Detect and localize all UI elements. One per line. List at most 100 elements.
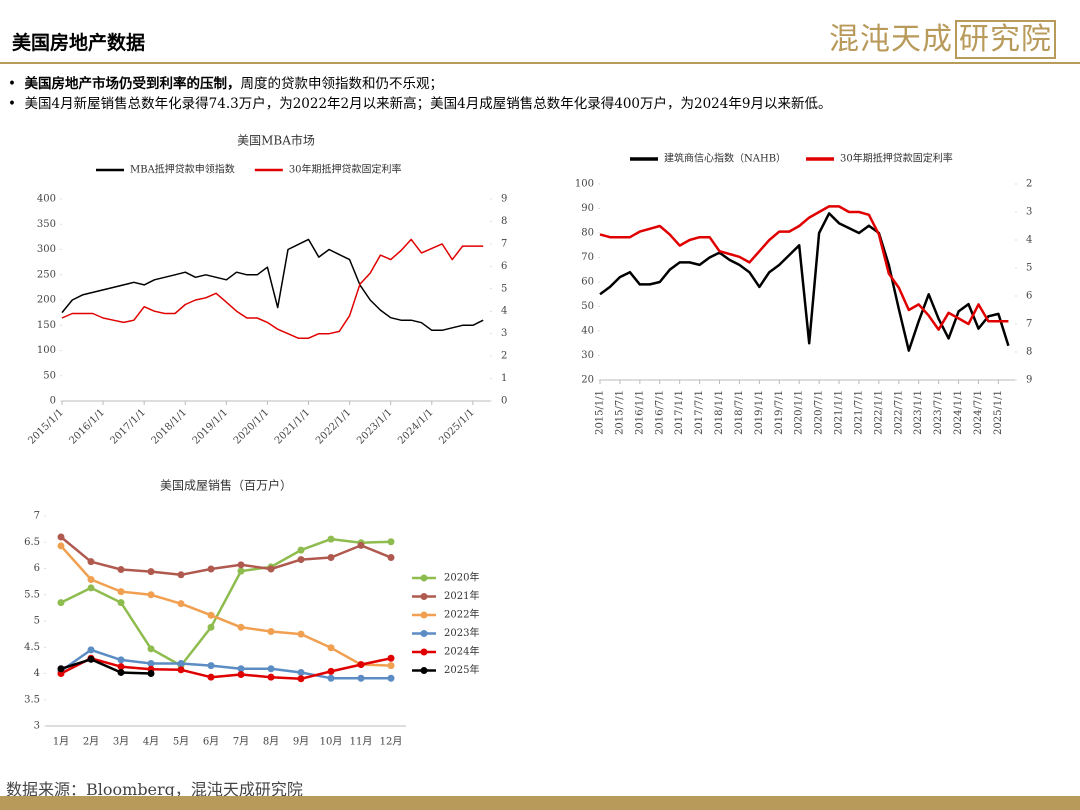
y2-tick-label: 4 bbox=[501, 306, 507, 317]
y2-tick-label: 3 bbox=[1026, 207, 1032, 218]
point bbox=[327, 535, 335, 543]
point bbox=[207, 623, 215, 631]
point bbox=[327, 667, 335, 675]
footer-bar bbox=[0, 796, 1080, 810]
x-tick-label: 2022/1/1 bbox=[873, 390, 884, 435]
logo: 混沌天成 研究院 bbox=[829, 14, 1056, 59]
y-tick-label: 350 bbox=[37, 219, 56, 230]
x-tick-label: 11月 bbox=[350, 736, 373, 748]
y-tick-label: 80 bbox=[581, 228, 594, 239]
point bbox=[237, 567, 245, 575]
point bbox=[267, 565, 275, 573]
legend-marker bbox=[420, 630, 428, 637]
legend-marker bbox=[420, 593, 428, 600]
point bbox=[267, 628, 275, 635]
bullet: • 美国房地产市场仍受到利率的压制，周度的贷款申领指数和仍不乐观； bbox=[8, 76, 444, 92]
point bbox=[387, 662, 395, 670]
logo-box: 研究院 bbox=[955, 20, 1056, 59]
series-line bbox=[60, 545, 392, 667]
point bbox=[237, 671, 245, 679]
x-tick-label: 1月 bbox=[53, 736, 69, 748]
y-tick-label: 4.5 bbox=[24, 642, 40, 653]
bullet-text: 周度的贷款申领指数和仍不乐观； bbox=[240, 76, 444, 92]
y-tick-label: 250 bbox=[37, 269, 56, 280]
x-tick-label: 2025/1/1 bbox=[993, 390, 1004, 435]
point bbox=[147, 670, 155, 677]
point bbox=[87, 584, 95, 592]
point bbox=[297, 556, 305, 564]
x-tick-label: 2015/7/1 bbox=[614, 390, 625, 435]
x-tick-label: 2016/1/1 bbox=[67, 407, 107, 447]
point bbox=[297, 675, 305, 683]
x-tick-label: 2023/1/1 bbox=[913, 390, 924, 435]
legend-marker bbox=[420, 611, 428, 619]
point bbox=[177, 600, 185, 608]
point bbox=[237, 665, 245, 673]
point bbox=[267, 665, 275, 673]
point bbox=[87, 655, 95, 663]
y2-tick-label: 5 bbox=[1026, 263, 1032, 274]
legend-label: 2023年 bbox=[444, 626, 479, 639]
y2-tick-label: 9 bbox=[1026, 375, 1032, 386]
x-tick-label: 2020/1/1 bbox=[794, 390, 805, 435]
y-tick-label: 70 bbox=[581, 252, 594, 263]
y-tick-label: 5.5 bbox=[24, 589, 40, 600]
point bbox=[267, 673, 275, 681]
x-tick-label: 2019/1/1 bbox=[191, 407, 231, 447]
x-tick-label: 8月 bbox=[263, 736, 279, 748]
point bbox=[357, 661, 365, 669]
point bbox=[387, 553, 395, 561]
series-line bbox=[60, 658, 152, 675]
x-tick-label: 2019/1/1 bbox=[754, 390, 765, 435]
point bbox=[177, 660, 185, 668]
y-tick-label: 3 bbox=[34, 721, 40, 732]
x-tick-label: 9月 bbox=[293, 736, 309, 748]
point bbox=[297, 546, 305, 554]
point bbox=[117, 668, 125, 676]
y2-tick-label: 5 bbox=[501, 283, 507, 294]
x-tick-label: 12月 bbox=[380, 736, 403, 748]
y-tick-label: 150 bbox=[37, 320, 56, 331]
point bbox=[117, 599, 125, 607]
y-tick-label: 6.5 bbox=[24, 537, 40, 548]
legend-label: 建筑商信心指数（NAHB） bbox=[664, 152, 786, 165]
x-tick-label: 2月 bbox=[83, 736, 99, 748]
y-tick-label: 3.5 bbox=[24, 694, 40, 705]
point bbox=[117, 656, 125, 664]
point bbox=[177, 666, 185, 674]
y-tick-label: 400 bbox=[37, 194, 56, 205]
point bbox=[87, 646, 95, 654]
y2-tick-label: 3 bbox=[501, 328, 507, 339]
legend-label: 2022年 bbox=[444, 608, 479, 621]
legend-marker bbox=[420, 574, 428, 582]
legend-label: 30年期抵押贷款固定利率 bbox=[289, 163, 402, 176]
y2-tick-label: 6 bbox=[1026, 291, 1032, 302]
series-line bbox=[599, 212, 1010, 352]
x-tick-label: 2018/7/1 bbox=[734, 390, 745, 435]
point bbox=[57, 542, 65, 550]
x-tick-label: 2018/1/1 bbox=[150, 407, 190, 447]
point bbox=[207, 565, 215, 573]
point bbox=[297, 668, 305, 676]
y-tick-label: 4 bbox=[34, 668, 40, 679]
point bbox=[207, 611, 215, 619]
y2-tick-label: 1 bbox=[501, 373, 507, 384]
y2-tick-label: 2 bbox=[1026, 179, 1032, 190]
bullet-bold: 美国房地产市场仍受到利率的压制， bbox=[24, 76, 241, 92]
legend-label: 2025年 bbox=[444, 663, 479, 676]
legend-label: 2021年 bbox=[444, 589, 479, 602]
point bbox=[177, 571, 185, 579]
x-tick-label: 2019/7/1 bbox=[774, 390, 785, 435]
x-tick-label: 2023/1/1 bbox=[355, 407, 395, 447]
y-tick-label: 50 bbox=[43, 370, 56, 381]
x-tick-label: 5月 bbox=[173, 736, 189, 748]
legend-label: 30年期抵押贷款固定利率 bbox=[840, 152, 953, 165]
point bbox=[207, 673, 215, 681]
x-tick-label: 2024/1/1 bbox=[953, 390, 964, 435]
point bbox=[87, 558, 95, 566]
x-tick-label: 2022/7/1 bbox=[893, 390, 904, 435]
y2-tick-label: 2 bbox=[501, 351, 507, 362]
point bbox=[207, 662, 215, 670]
